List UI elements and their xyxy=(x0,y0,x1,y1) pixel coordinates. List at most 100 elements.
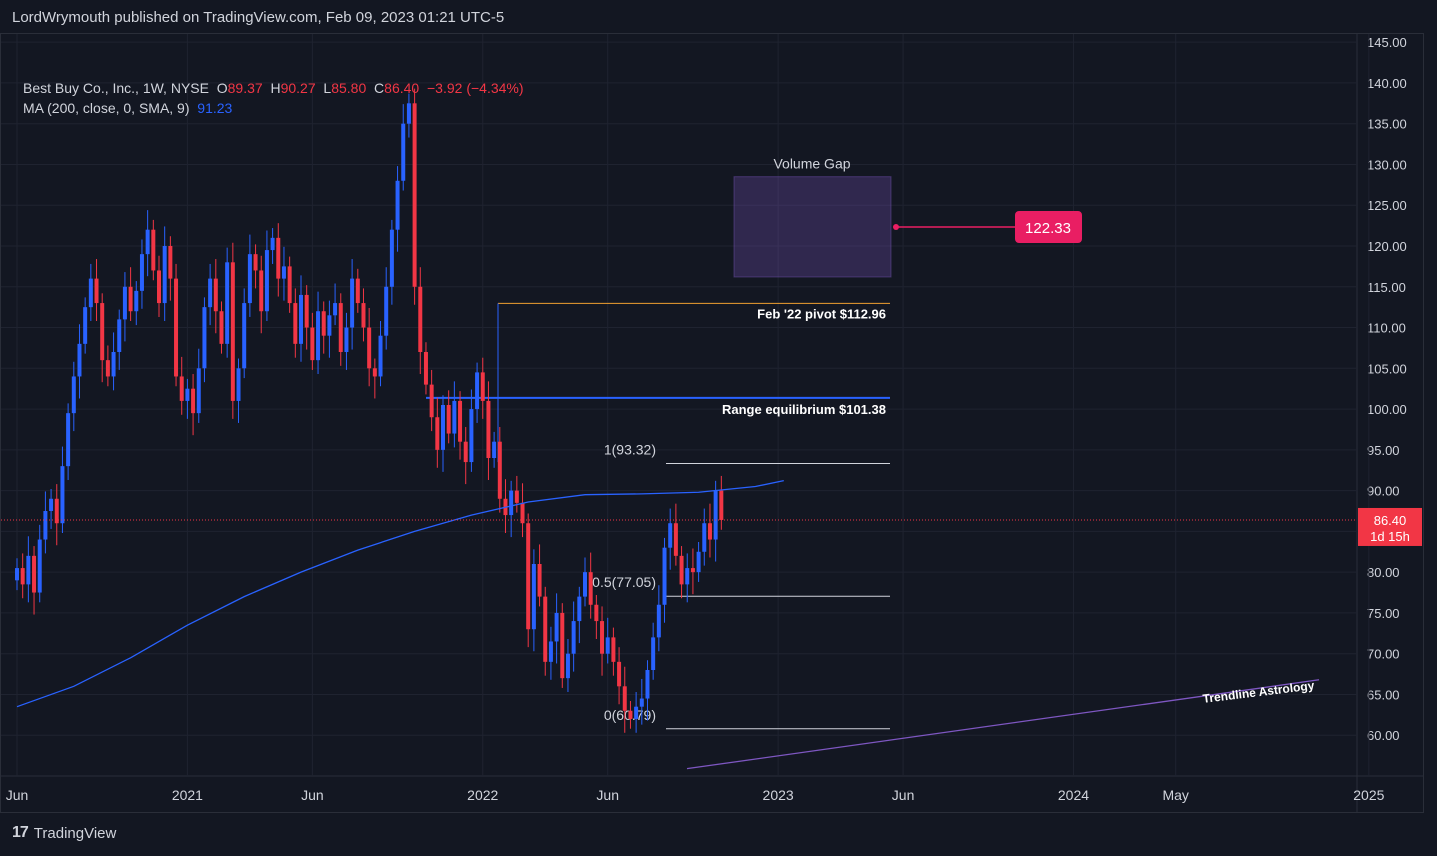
candle-body xyxy=(355,278,360,304)
volume-gap-label: Volume Gap xyxy=(773,156,850,172)
candle-body xyxy=(622,686,627,711)
last-price-badge xyxy=(1358,507,1422,546)
candle-body xyxy=(418,286,423,352)
legend-ma-value: 91.23 xyxy=(197,100,233,116)
candle-body xyxy=(571,621,576,654)
candle-body xyxy=(617,661,622,687)
candle-body xyxy=(662,547,667,605)
candle-body xyxy=(225,262,230,344)
candle-body xyxy=(514,490,519,503)
candle-body xyxy=(236,368,241,401)
candle-body xyxy=(531,564,536,630)
candle-body xyxy=(134,290,139,312)
candle-body xyxy=(634,706,639,719)
price-tick-label: 60.00 xyxy=(1367,728,1400,743)
candle-body xyxy=(492,441,497,458)
candle-body xyxy=(441,405,445,450)
fib-level-label: 1(93.32) xyxy=(604,442,656,458)
candle-body xyxy=(560,612,565,679)
candle-body xyxy=(105,360,110,377)
candle-body xyxy=(83,307,88,344)
time-tick-label: Jun xyxy=(596,787,619,803)
legend-ma-row: MA (200, close, 0, SMA, 9) 91.23 xyxy=(23,98,524,118)
last-price-countdown: 1d 15h xyxy=(1370,529,1410,544)
chart-frame[interactable]: 145.00 140.00 135.00 130.00 125.00 120.00 115.… xyxy=(0,33,1424,813)
time-tick-label: 2022 xyxy=(467,787,498,803)
ma-line xyxy=(16,479,784,708)
candle-body xyxy=(707,523,712,540)
candle-body xyxy=(213,278,218,312)
candle-body xyxy=(435,417,440,450)
legend-c-label: C xyxy=(374,80,385,96)
candle-body xyxy=(15,568,19,581)
chart-legend: Best Buy Co., Inc., 1W, NYSE O89.37 H90.… xyxy=(23,78,524,118)
candle-body xyxy=(446,405,451,434)
candle-body xyxy=(94,278,99,304)
price-tick-label: 100.00 xyxy=(1367,402,1407,417)
candle-body xyxy=(157,270,161,304)
candle-body xyxy=(219,311,224,344)
candle-body xyxy=(679,555,684,585)
trendline xyxy=(686,679,1320,770)
candle-body xyxy=(60,466,65,524)
candle-body xyxy=(281,266,286,279)
candle-body xyxy=(128,286,133,312)
candle-body xyxy=(639,698,644,707)
candle-body xyxy=(406,103,411,124)
time-tick-label: 2024 xyxy=(1058,787,1089,803)
price-tick-label: 145.00 xyxy=(1367,35,1407,50)
candle-body xyxy=(372,368,377,377)
candle-body xyxy=(111,352,116,377)
target-anchor-dot xyxy=(893,224,899,231)
price-tick-label: 65.00 xyxy=(1367,687,1400,702)
price-tick-label: 120.00 xyxy=(1367,239,1407,254)
candle-body xyxy=(145,229,150,255)
trendline-label: Trendline Astrology xyxy=(1202,678,1315,706)
legend-ma-label: MA (200, close, 0, SMA, 9) xyxy=(23,100,190,116)
price-chart[interactable]: 145.00 140.00 135.00 130.00 125.00 120.00 115.… xyxy=(1,34,1423,812)
candle-body xyxy=(509,490,514,516)
candle-body xyxy=(475,372,480,410)
candle-body xyxy=(656,604,661,638)
candle-body xyxy=(668,523,673,548)
candle-body xyxy=(327,315,332,336)
candle-body xyxy=(565,653,570,679)
candle-body xyxy=(685,568,690,585)
candle-body xyxy=(230,262,235,401)
legend-open: 89.37 xyxy=(227,80,263,96)
candle-body xyxy=(577,596,582,622)
candle-body xyxy=(202,307,207,369)
time-tick-label: Jun xyxy=(301,787,324,803)
candle-body xyxy=(304,294,309,328)
candle-body xyxy=(242,303,247,369)
candle-body xyxy=(611,637,616,662)
candle-body xyxy=(338,303,343,352)
candle-body xyxy=(673,523,678,556)
candle-body xyxy=(520,502,525,524)
candle-body xyxy=(77,343,82,377)
price-tick-label: 125.00 xyxy=(1367,198,1407,213)
tradingview-logo[interactable]: 17 TradingView xyxy=(12,824,116,842)
candle-body xyxy=(486,400,491,458)
candle-body xyxy=(287,266,292,304)
candle-body xyxy=(651,637,656,670)
candle-body xyxy=(543,596,548,662)
candle-body xyxy=(32,555,37,593)
price-tick-label: 130.00 xyxy=(1367,157,1407,172)
candle-body xyxy=(66,413,71,467)
candle-body xyxy=(259,270,264,312)
candle-body xyxy=(497,441,502,499)
candle-body xyxy=(49,498,54,511)
candle-body xyxy=(548,641,553,662)
candle-body xyxy=(645,670,650,699)
candle-body xyxy=(361,303,366,328)
candle-body xyxy=(139,254,144,291)
candle-body xyxy=(423,352,428,385)
price-tick-label: 135.00 xyxy=(1367,117,1407,132)
candle-body xyxy=(401,123,406,181)
candle-body xyxy=(628,710,633,719)
target-price-badge xyxy=(1015,211,1082,244)
candle-body xyxy=(696,551,701,573)
legend-ohlc-row: Best Buy Co., Inc., 1W, NYSE O89.37 H90.… xyxy=(23,78,524,98)
price-tick-label: 80.00 xyxy=(1367,565,1400,580)
